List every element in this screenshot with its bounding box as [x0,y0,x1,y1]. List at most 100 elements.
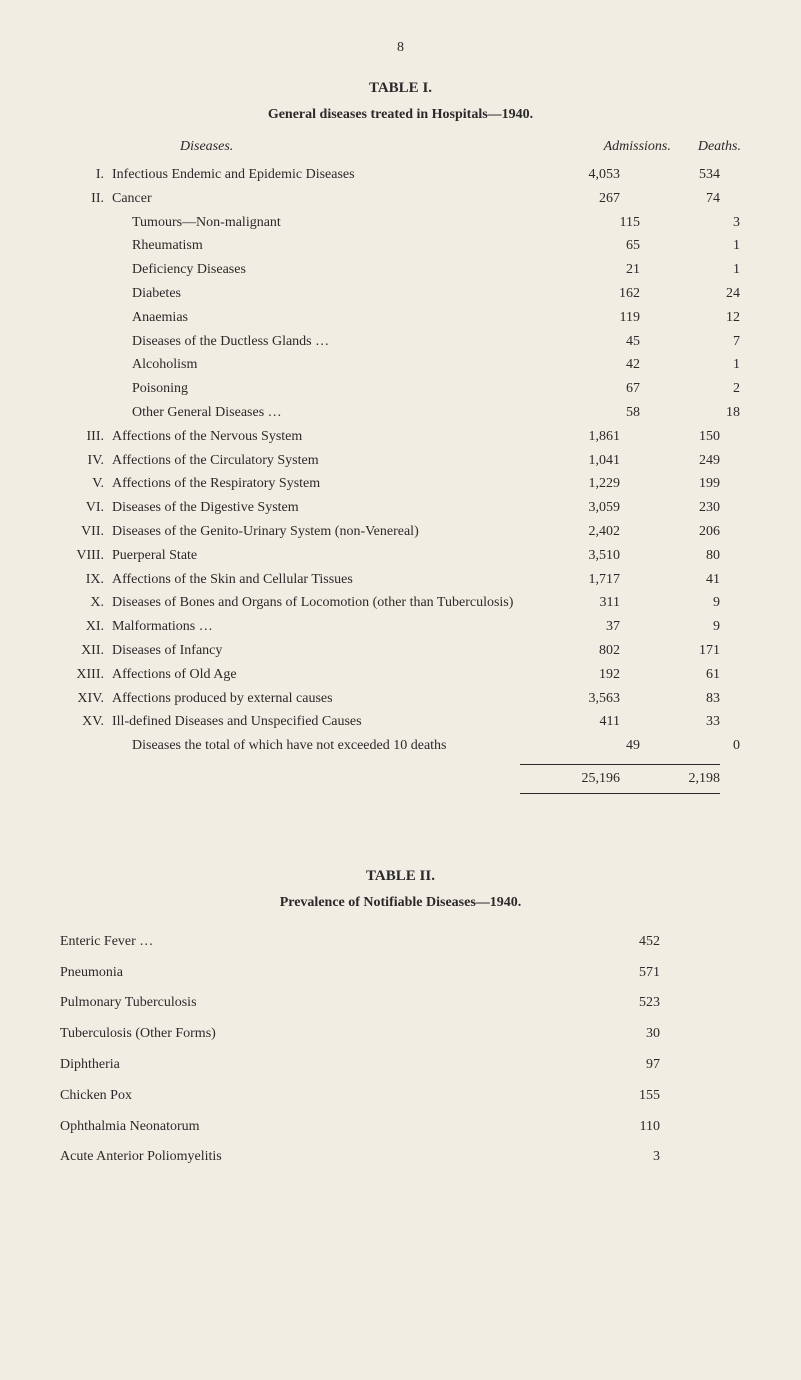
row-admissions: 311 [520,591,620,615]
row-label: Diseases of Infancy [112,639,520,663]
row-admissions: 411 [520,710,620,734]
row-deaths: 3 [640,211,740,235]
row-label: Tuberculosis (Other Forms) [60,1019,580,1050]
row-label: Ophthalmia Neonatorum [60,1112,580,1143]
row-value: 110 [580,1112,660,1143]
row-label: Anaemias [112,306,540,330]
row-label: Diseases of the Ductless Glands … [112,330,540,354]
row-deaths: 1 [640,258,740,282]
row-deaths: 61 [620,663,720,687]
table-row: Pneumonia571 [60,958,741,989]
table-row: X.Diseases of Bones and Organs of Locomo… [60,591,741,615]
row-deaths: 150 [620,425,720,449]
row-label: Malformations … [112,615,520,639]
row-roman: XIII. [60,663,112,687]
row-admissions: 119 [540,306,640,330]
row-roman: VIII. [60,544,112,568]
row-deaths: 12 [640,306,740,330]
row-label: Infectious Endemic and Epidemic Diseases [112,163,520,187]
row-deaths: 249 [620,449,720,473]
row-label: Affections of the Circulatory System [112,449,520,473]
row-label: Other General Diseases … [112,401,540,425]
row-deaths: 171 [620,639,720,663]
table-row: XI.Malformations …379 [60,615,741,639]
row-label: Pneumonia [60,958,580,989]
row-admissions: 67 [540,377,640,401]
table1-body: I.Infectious Endemic and Epidemic Diseas… [60,163,741,758]
row-admissions: 3,563 [520,687,620,711]
row-label: Enteric Fever … [60,927,580,958]
row-admissions: 65 [540,234,640,258]
row-deaths: 2 [640,377,740,401]
row-label: Affections of the Skin and Cellular Tiss… [112,568,520,592]
table-row: Enteric Fever …452 [60,927,741,958]
table-row: Poisoning672 [60,377,741,401]
row-deaths: 206 [620,520,720,544]
table2-subtitle: Prevalence of Notifiable Diseases—1940. [60,895,741,911]
header-diseases: Diseases. [60,139,566,155]
table-row: Deficiency Diseases211 [60,258,741,282]
row-deaths: 24 [640,282,740,306]
total-deaths: 2,198 [620,764,720,794]
row-label: Acute Anterior Poliomyelitis [60,1142,580,1173]
table-row: Tumours—Non-malignant1153 [60,211,741,235]
table-row: Diabetes16224 [60,282,741,306]
row-admissions: 192 [520,663,620,687]
table-row: IV.Affections of the Circulatory System1… [60,449,741,473]
row-roman: II. [60,187,112,211]
row-deaths: 534 [620,163,720,187]
row-label: Ill-defined Diseases and Unspecified Cau… [112,710,520,734]
row-deaths: 74 [620,187,720,211]
table-row: Diseases the total of which have not exc… [60,734,741,758]
row-label: Rheumatism [112,234,540,258]
row-label: Tumours—Non-malignant [112,211,540,235]
table-row: Diphtheria97 [60,1050,741,1081]
row-deaths: 9 [620,615,720,639]
row-roman: IX. [60,568,112,592]
table-row: Alcoholism421 [60,353,741,377]
row-roman: IV. [60,449,112,473]
row-roman: I. [60,163,112,187]
row-admissions: 45 [540,330,640,354]
row-label: Cancer [112,187,520,211]
row-roman: VII. [60,520,112,544]
table2-body: Enteric Fever …452Pneumonia571Pulmonary … [60,927,741,1173]
row-label: Diseases of the Genito-Urinary System (n… [112,520,520,544]
row-admissions: 267 [520,187,620,211]
table-row: III.Affections of the Nervous System1,86… [60,425,741,449]
row-deaths: 9 [620,591,720,615]
row-roman: III. [60,425,112,449]
row-value: 3 [580,1142,660,1173]
row-roman: XI. [60,615,112,639]
row-admissions: 3,059 [520,496,620,520]
row-admissions: 1,717 [520,568,620,592]
table-row: Diseases of the Ductless Glands …457 [60,330,741,354]
row-admissions: 115 [540,211,640,235]
row-roman: V. [60,472,112,496]
row-value: 30 [580,1019,660,1050]
table-row: Tuberculosis (Other Forms)30 [60,1019,741,1050]
table2-title: TABLE II. [60,868,741,885]
table-row: V.Affections of the Respiratory System1,… [60,472,741,496]
row-admissions: 42 [540,353,640,377]
table-row: VIII.Puerperal State3,51080 [60,544,741,568]
row-roman: XII. [60,639,112,663]
table-row: Other General Diseases …5818 [60,401,741,425]
row-deaths: 83 [620,687,720,711]
table-row: Pulmonary Tuberculosis523 [60,988,741,1019]
row-deaths: 18 [640,401,740,425]
row-label: Affections produced by external causes [112,687,520,711]
table-row: Ophthalmia Neonatorum110 [60,1112,741,1143]
row-deaths: 1 [640,234,740,258]
row-label: Diseases of Bones and Organs of Locomoti… [112,591,520,615]
row-label: Poisoning [112,377,540,401]
table-row: XII.Diseases of Infancy802171 [60,639,741,663]
row-admissions: 2,402 [520,520,620,544]
table-row: Acute Anterior Poliomyelitis3 [60,1142,741,1173]
table-row: XV.Ill-defined Diseases and Unspecified … [60,710,741,734]
table-row: Rheumatism651 [60,234,741,258]
table-row: Chicken Pox155 [60,1081,741,1112]
row-admissions: 1,041 [520,449,620,473]
row-admissions: 49 [540,734,640,758]
table-row: XIII.Affections of Old Age19261 [60,663,741,687]
